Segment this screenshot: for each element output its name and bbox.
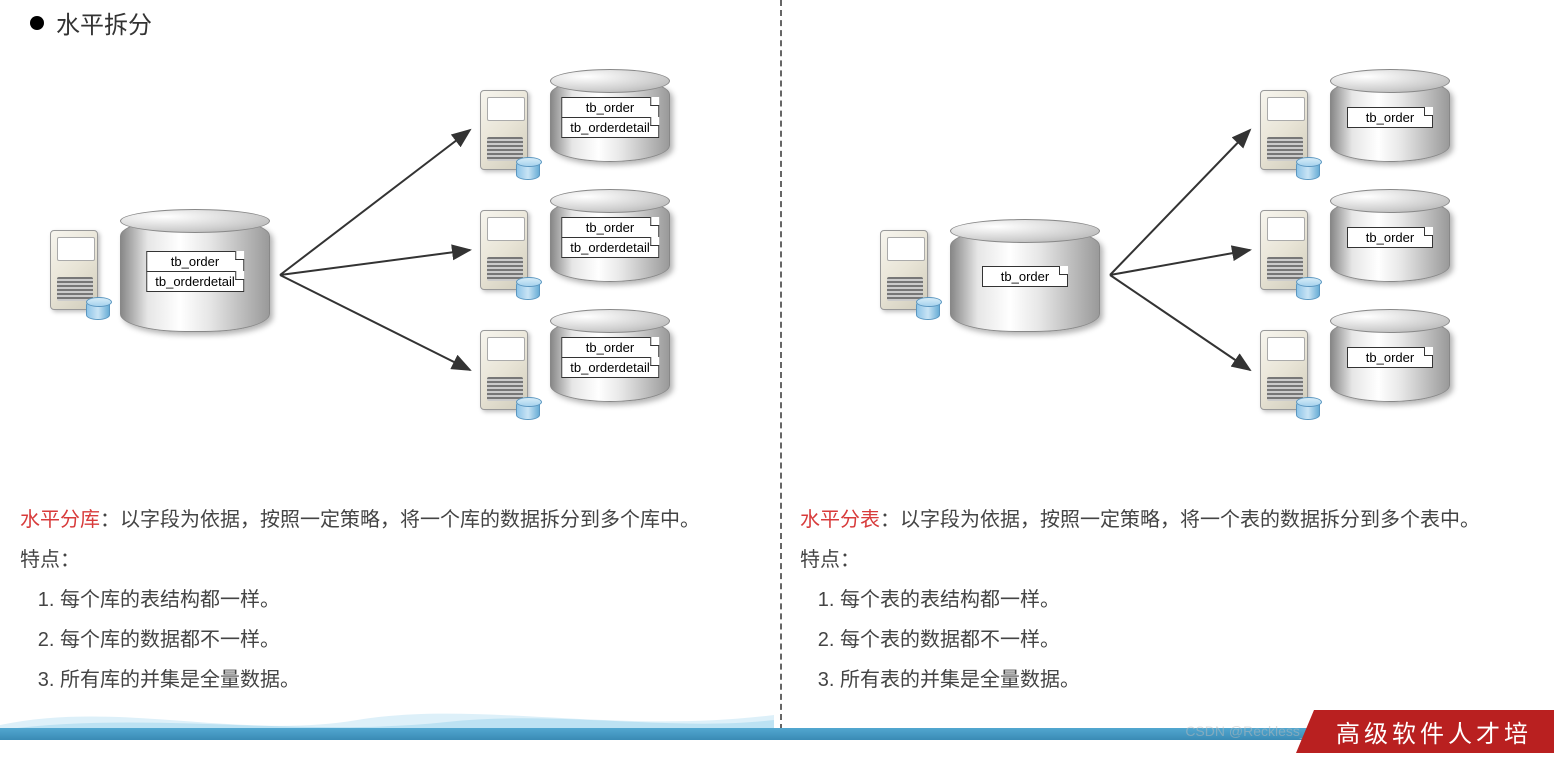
server-icon	[480, 210, 534, 300]
server-icon	[50, 230, 104, 320]
bullet-icon	[30, 16, 44, 30]
arrow-line	[1110, 275, 1250, 370]
left-diagram: tb_ordertb_orderdetailtb_ordertb_orderde…	[20, 40, 770, 460]
table-label: tb_order	[1347, 227, 1433, 248]
database-icon: tb_ordertb_orderdetail	[550, 190, 670, 290]
server-icon	[480, 90, 534, 180]
table-label: tb_order	[561, 337, 659, 358]
server-icon	[1260, 330, 1314, 420]
point-item: 每个表的表结构都一样。	[840, 580, 1520, 620]
vertical-divider	[780, 0, 782, 730]
left-description: 水平分库：以字段为依据，按照一定策略，将一个库的数据拆分到多个库中。 特点： 每…	[20, 500, 740, 700]
right-points: 每个表的表结构都一样。每个表的数据都不一样。所有表的并集是全量数据。	[800, 580, 1520, 700]
table-label: tb_orderdetail	[561, 357, 659, 378]
right-diagram: tb_order tb_order tb_order tb_order	[800, 40, 1550, 460]
database-icon: tb_ordertb_orderdetail	[550, 310, 670, 410]
left-points: 每个库的表结构都一样。每个库的数据都不一样。所有库的并集是全量数据。	[20, 580, 740, 700]
database-icon: tb_order	[950, 220, 1100, 340]
table-label: tb_orderdetail	[561, 117, 659, 138]
table-label: tb_order	[982, 266, 1068, 287]
table-label: tb_orderdetail	[561, 237, 659, 258]
right-heading: 水平分表	[800, 509, 880, 531]
banner: 高级软件人才培	[1296, 710, 1554, 753]
left-heading: 水平分库	[20, 509, 100, 531]
database-icon: tb_order	[1330, 190, 1450, 290]
right-panel: tb_ordertb_ordertb_ordertb_order 水平分表：以字…	[800, 40, 1550, 460]
left-subheading: 特点：	[20, 540, 740, 580]
point-item: 每个库的数据都不一样。	[60, 620, 740, 660]
right-description: 水平分表：以字段为依据，按照一定策略，将一个表的数据拆分到多个表中。 特点： 每…	[800, 500, 1520, 700]
left-sentence: ：以字段为依据，按照一定策略，将一个库的数据拆分到多个库中。	[100, 509, 700, 531]
table-label: tb_order	[1347, 347, 1433, 368]
table-label: tb_order	[561, 217, 659, 238]
point-item: 每个表的数据都不一样。	[840, 620, 1520, 660]
right-sentence: ：以字段为依据，按照一定策略，将一个表的数据拆分到多个表中。	[880, 509, 1480, 531]
arrow-line	[1110, 130, 1250, 275]
point-item: 所有表的并集是全量数据。	[840, 660, 1520, 700]
server-icon	[480, 330, 534, 420]
right-subheading: 特点：	[800, 540, 1520, 580]
table-label: tb_order	[1347, 107, 1433, 128]
table-label: tb_order	[561, 97, 659, 118]
arrow-line	[1110, 250, 1250, 275]
table-label: tb_orderdetail	[146, 271, 244, 292]
server-icon	[1260, 90, 1314, 180]
title-text: 水平拆分	[56, 5, 152, 40]
server-icon	[880, 230, 934, 320]
database-icon: tb_ordertb_orderdetail	[550, 70, 670, 170]
database-icon: tb_ordertb_orderdetail	[120, 210, 270, 340]
page-title: 水平拆分	[30, 5, 152, 40]
database-icon: tb_order	[1330, 310, 1450, 410]
right-summary: 水平分表：以字段为依据，按照一定策略，将一个表的数据拆分到多个表中。	[800, 500, 1520, 540]
arrow-line	[280, 275, 470, 370]
arrow-line	[280, 250, 470, 275]
database-icon: tb_order	[1330, 70, 1450, 170]
point-item: 每个库的表结构都一样。	[60, 580, 740, 620]
left-summary: 水平分库：以字段为依据，按照一定策略，将一个库的数据拆分到多个库中。	[20, 500, 740, 540]
table-label: tb_order	[146, 251, 244, 272]
server-icon	[1260, 210, 1314, 300]
left-panel: tb_ordertb_orderdetailtb_ordertb_orderde…	[20, 40, 770, 460]
arrow-line	[280, 130, 470, 275]
